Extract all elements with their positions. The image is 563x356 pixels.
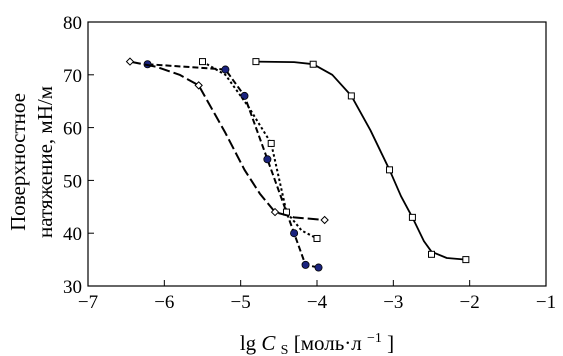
plot-area-frame [87,21,547,287]
data-point-diamond [125,57,135,66]
x-axis-title-subscript: S [281,343,289,356]
x-axis-title-unit: [моль·л [294,331,362,355]
x-axis-title-variable: C [261,331,276,355]
data-point-square [252,58,260,66]
x-axis-title-exponent: −1 [367,331,382,346]
data-point-square [267,139,275,147]
y-axis-ticks: 30 40 50 60 70 80 [63,13,94,298]
data-point-circle [290,229,299,238]
data-point-square [199,58,206,66]
data-point-square [347,92,355,100]
data-point-circle [221,65,230,74]
x-tick-label: −3 [383,292,403,313]
series-2 [143,60,323,272]
series-line [255,60,466,261]
x-axis-title-prefix: lg [240,331,262,355]
data-point-diamond [320,215,329,225]
series-line [147,63,319,269]
x-axis-title-close: ] [387,331,394,355]
x-tick-label: −1 [536,292,556,313]
x-tick-label: −7 [78,292,98,313]
data-point-diamond [194,81,203,90]
y-axis-title-line-1: Поверхностное [6,93,30,231]
x-tick-label: −2 [460,292,480,313]
series-3 [199,58,321,242]
x-tick-label: −5 [231,292,251,313]
x-tick-label: −4 [307,292,328,313]
x-tick-label: −6 [154,292,174,313]
x-axis-title: lg C S [моль·л −1 ] [240,323,394,356]
y-axis-title-line-2: натяжение, мН/м [33,86,57,238]
data-point-circle [263,155,272,164]
data-point-circle [314,263,323,272]
y-axis-title: Поверхностное натяжение, мН/м [6,86,57,238]
series-1 [252,58,470,264]
data-point-square [408,213,416,221]
x-axis-ticks: −7 −6 −5 −4 −3 −2 −1 [78,280,556,313]
series-4 [125,57,329,225]
y-tick-label: 60 [63,119,82,140]
y-tick-label: 30 [63,277,82,298]
series-line [202,60,318,240]
series-line [129,60,325,221]
data-point-square [309,60,317,68]
data-point-circle [301,260,310,269]
data-point-square [386,166,394,174]
y-tick-label: 70 [63,66,82,87]
data-point-square [462,256,470,264]
y-tick-label: 50 [63,171,82,192]
series-layer [125,57,470,272]
data-point-diamond [270,207,280,217]
data-point-square [313,234,321,242]
data-point-square [428,250,435,258]
y-tick-label: 80 [63,13,82,34]
y-tick-label: 40 [63,224,82,245]
